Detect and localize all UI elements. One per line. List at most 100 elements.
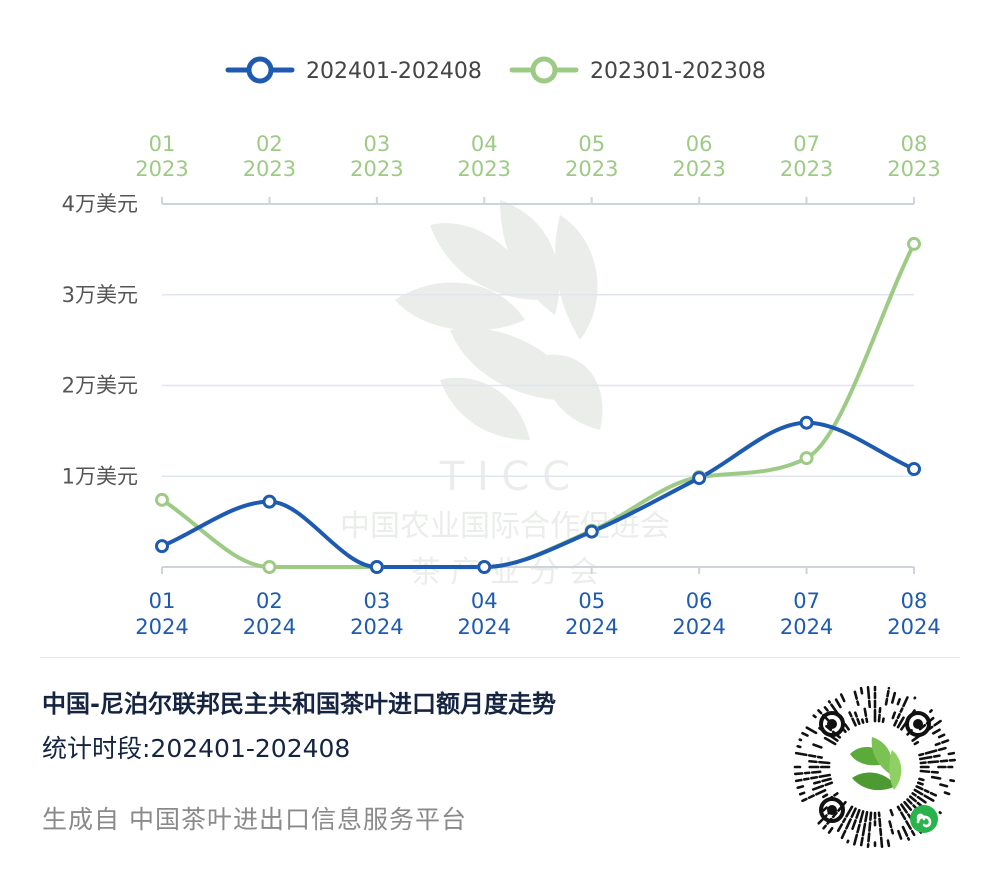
top-x-tick-year-label: 2023	[458, 157, 511, 181]
qr-dot	[796, 744, 802, 749]
top-x-tick-month-label: 05	[578, 132, 605, 156]
bottom-x-tick-month-label: 07	[793, 589, 820, 613]
qr-dot	[858, 810, 865, 824]
watermark-branch-name: 茶 产 业 分 会	[411, 555, 599, 590]
qr-dot	[856, 700, 860, 706]
qr-dot	[863, 707, 868, 717]
qr-dot	[865, 717, 869, 723]
qr-dot	[896, 716, 905, 729]
bottom-x-tick-year-label: 2024	[887, 615, 940, 639]
qr-dot	[859, 836, 864, 847]
qr-dot	[879, 827, 883, 837]
data-point-202401-202408-5[interactable]	[584, 524, 599, 539]
data-point-202401-202408-3[interactable]	[369, 560, 384, 574]
qr-dot	[947, 751, 956, 756]
qr-dot	[836, 823, 844, 833]
qr-dot	[890, 828, 895, 835]
y-axis-ticks: 1万美元 2万美元 3万美元 4万美元	[62, 192, 138, 488]
data-point-202401-202408-1[interactable]	[155, 539, 169, 554]
qr-dot	[851, 819, 857, 830]
qr-dot	[825, 724, 833, 732]
tea-leaf-logo-icon	[850, 737, 902, 791]
qr-dot	[850, 807, 857, 819]
qr-dot	[821, 777, 832, 783]
qr-dot	[933, 719, 942, 727]
qr-dot	[877, 713, 881, 723]
qr-dot	[868, 821, 872, 832]
qr-dot	[919, 755, 933, 761]
data-point-202401-202408-2[interactable]	[262, 494, 277, 509]
qr-dot	[886, 689, 890, 698]
qr-dot	[889, 808, 894, 817]
qr-dot	[910, 829, 916, 837]
qr-dot	[861, 822, 867, 837]
data-point-202301-202308-8[interactable]	[907, 236, 921, 251]
qr-dot	[859, 686, 864, 695]
chart-title: 中国-尼泊尔联邦民主共和国茶叶进口额月度走势	[42, 690, 556, 718]
top-x-tick-year-label: 2023	[887, 157, 940, 181]
qr-dot	[905, 820, 912, 830]
qr-dot	[827, 826, 834, 834]
qr-dot	[939, 759, 949, 763]
legend-swatch-marker-2024	[246, 56, 274, 84]
qr-dot	[856, 823, 861, 834]
top-x-tick-year-label: 2023	[565, 157, 618, 181]
qr-dot	[943, 791, 951, 796]
qr-dot	[810, 775, 819, 780]
qr-dot	[903, 800, 913, 811]
qr-dot	[796, 785, 805, 790]
data-point-202301-202308-2[interactable]	[262, 560, 277, 574]
data-point-202401-202408-7[interactable]	[799, 415, 814, 430]
qr-dot	[896, 698, 901, 706]
qr-dot	[812, 743, 823, 749]
qr-finder-ring	[819, 797, 845, 823]
qr-dot	[931, 728, 941, 735]
qr-dot	[941, 739, 950, 744]
top-x-tick-month-label: 01	[149, 132, 176, 156]
y-tick-label: 1万美元	[62, 464, 138, 488]
series-line-202401-202408	[160, 420, 916, 569]
qr-dot	[930, 775, 942, 780]
qr-dot	[853, 711, 858, 718]
qr-dot	[937, 733, 946, 739]
qr-dot	[929, 791, 938, 797]
qr-dot	[810, 770, 822, 774]
series-markers	[155, 236, 921, 574]
qr-finder-ring	[905, 711, 931, 737]
qr-dot	[852, 833, 859, 846]
legend-item-2023[interactable]: 202301-202308	[509, 56, 766, 84]
qr-dot	[928, 709, 933, 714]
bottom-x-tick-year-label: 2024	[243, 615, 296, 639]
qr-dot	[816, 755, 823, 759]
top-x-tick-month-label: 06	[686, 132, 713, 156]
top-x-tick-year-label: 2023	[672, 157, 725, 181]
qr-dot	[813, 780, 821, 785]
bottom-x-tick-year-label: 2024	[780, 615, 833, 639]
qr-finder-dot	[913, 719, 923, 729]
y-tick-label: 4万美元	[62, 192, 138, 216]
qr-dot	[901, 825, 909, 837]
qr-dot	[932, 754, 941, 758]
qr-dot	[879, 836, 884, 848]
data-point-202401-202408-6[interactable]	[692, 471, 707, 486]
qr-dot	[817, 709, 823, 715]
mini-program-qr-code[interactable]	[790, 682, 960, 852]
data-point-202401-202408-8[interactable]	[907, 461, 921, 476]
data-point-202301-202308-1[interactable]	[155, 492, 169, 507]
qr-dot	[811, 784, 825, 791]
y-tick-label: 2万美元	[62, 374, 138, 398]
qr-dot	[896, 713, 901, 720]
top-x-tick-year-label: 2023	[135, 157, 188, 181]
legend-item-2024[interactable]: 202401-202408	[225, 56, 482, 84]
qr-dot	[927, 760, 940, 764]
qr-dot	[861, 718, 865, 724]
top-x-tick-month-label: 07	[793, 132, 820, 156]
legend-label-2024: 202401-202408	[306, 59, 482, 84]
qr-dot	[897, 829, 903, 840]
data-point-202301-202308-7[interactable]	[799, 451, 814, 466]
qr-dot	[908, 795, 917, 803]
qr-finder-dot	[827, 719, 837, 729]
qr-dot	[919, 769, 931, 774]
data-point-202401-202408-4[interactable]	[477, 560, 492, 574]
qr-dot	[884, 697, 889, 706]
